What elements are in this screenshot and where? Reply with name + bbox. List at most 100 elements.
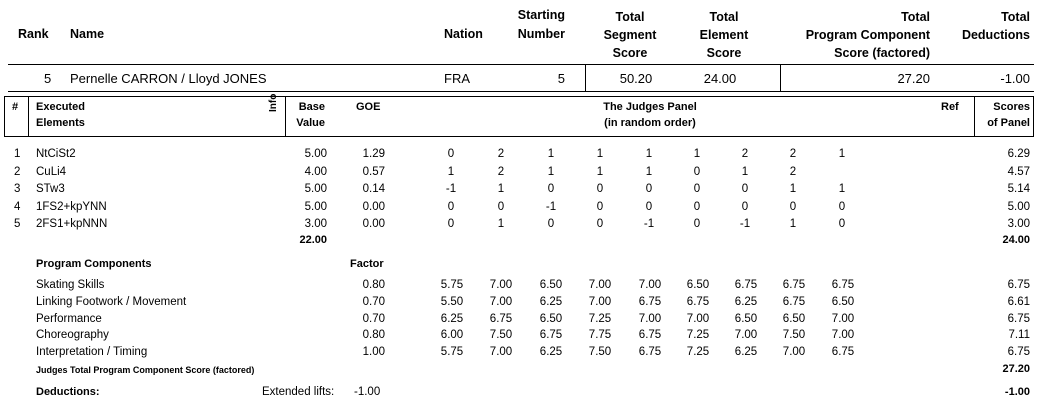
element-goe: 0.14 — [362, 183, 385, 195]
elements-header-info-divider — [285, 96, 286, 137]
deductions-header: Total Deductions — [961, 10, 1030, 42]
elements-header-scores-divider — [974, 96, 975, 137]
component-judge-mark: 6.75 — [782, 295, 806, 308]
judge-mark: 1 — [447, 165, 455, 178]
component-judge-mark: 6.50 — [831, 295, 855, 308]
skater-name: Pernelle CARRON / Lloyd JONES — [70, 71, 267, 86]
judge-mark: -1 — [739, 218, 751, 230]
component-score: 6.75 — [1007, 279, 1030, 291]
elements-total: 24.00 — [1002, 234, 1030, 246]
judge-mark: 1 — [838, 148, 846, 160]
component-judge-mark: 6.25 — [539, 346, 563, 359]
component-factor: 0.70 — [362, 295, 385, 308]
num-header: # — [12, 101, 19, 113]
rank-header: Rank — [18, 27, 49, 41]
factor-header: Factor — [350, 258, 384, 270]
component-judge-mark: 7.00 — [489, 279, 513, 291]
judges-total-value: 27.20 — [1002, 363, 1030, 375]
component-judge-mark: 6.25 — [734, 295, 758, 308]
component-factor: 1.00 — [362, 346, 385, 359]
component-judge-mark: 6.50 — [734, 312, 758, 325]
component-judge-mark: 7.50 — [782, 329, 806, 342]
judge-mark: 0 — [447, 218, 455, 230]
judge-mark: 0 — [645, 183, 653, 195]
element-name: NtCiSt2 — [36, 148, 76, 160]
component-judge-mark: 6.75 — [489, 312, 513, 325]
component-judge-mark: 7.00 — [489, 346, 513, 359]
element-score-header: Total Element Score — [699, 10, 749, 60]
component-judge-mark: 6.75 — [782, 279, 806, 291]
component-name: Performance — [36, 312, 102, 325]
element-num: 2 — [14, 165, 21, 178]
deductions-total: -1.00 — [1004, 386, 1030, 398]
element-base-value: 3.00 — [304, 218, 327, 230]
component-judge-mark: 7.25 — [588, 312, 612, 325]
component-score: 6.75 — [1007, 346, 1030, 359]
judge-mark: 1 — [789, 183, 797, 195]
component-score: 6.75 — [1007, 312, 1030, 325]
judge-mark: 0 — [596, 200, 604, 213]
component-judge-mark: 6.50 — [539, 312, 563, 325]
element-goe: 1.29 — [362, 148, 385, 160]
component-name: Interpretation / Timing — [36, 346, 148, 359]
goe-header: GOE — [356, 101, 381, 113]
judge-mark: 0 — [447, 200, 455, 213]
base-value-total: 22.00 — [299, 234, 327, 246]
component-score: 7.11 — [1008, 329, 1030, 342]
skater-deductions: -1.00 — [1000, 71, 1030, 86]
starting-number-header: Starting Number — [517, 8, 565, 41]
component-factor: 0.80 — [362, 329, 385, 342]
judge-mark: 1 — [645, 165, 653, 178]
element-name: CuLi4 — [36, 165, 67, 178]
component-judge-mark: 6.75 — [638, 346, 662, 359]
component-judge-mark: 7.50 — [588, 346, 612, 359]
info-header: Info — [268, 93, 279, 112]
judge-mark: 0 — [693, 200, 701, 213]
component-judge-mark: 6.25 — [539, 295, 563, 308]
elements-header-num-divider — [28, 96, 29, 137]
component-judge-mark: 7.25 — [686, 329, 710, 342]
judge-mark: 1 — [596, 148, 604, 160]
element-num: 1 — [14, 148, 21, 160]
component-judge-mark: 7.00 — [734, 329, 758, 342]
element-base-value: 5.00 — [304, 148, 327, 160]
judge-mark: 1 — [547, 148, 555, 160]
judge-mark: 0 — [547, 183, 555, 195]
judge-mark: 0 — [789, 200, 797, 213]
program-components-header: Program Components — [36, 258, 152, 270]
elements-header-top-rule — [4, 96, 1034, 97]
element-score: 5.00 — [1007, 200, 1030, 213]
component-judge-mark: 7.00 — [831, 312, 855, 325]
element-goe: 0.00 — [362, 200, 385, 213]
summary-divider-right — [780, 64, 781, 92]
component-judge-mark: 6.75 — [734, 279, 758, 291]
component-judge-mark: 6.25 — [734, 346, 758, 359]
judge-mark: 1 — [741, 165, 749, 178]
component-name: Choreography — [36, 329, 109, 342]
judge-mark: 1 — [596, 165, 604, 178]
component-judge-mark: 6.75 — [539, 329, 563, 342]
component-judge-mark: 6.75 — [831, 346, 855, 359]
judge-mark: 0 — [741, 200, 749, 213]
component-judge-mark: 7.75 — [588, 329, 612, 342]
summary-top-rule — [8, 64, 1034, 65]
deduction-value: -1.00 — [354, 386, 381, 398]
component-judge-mark: 7.00 — [831, 329, 855, 342]
judge-mark: 1 — [497, 183, 505, 195]
component-judge-mark: 6.75 — [831, 279, 855, 291]
judge-mark: 2 — [497, 165, 505, 178]
component-judge-mark: 6.00 — [440, 329, 464, 342]
element-score: 6.29 — [1007, 148, 1030, 160]
nation-header: Nation — [444, 27, 483, 41]
component-judge-mark: 7.00 — [686, 312, 710, 325]
judge-mark: -1 — [445, 183, 457, 195]
component-judge-mark: 6.50 — [782, 312, 806, 325]
skater-starting-number: 5 — [557, 71, 565, 86]
element-base-value: 5.00 — [304, 200, 327, 213]
component-judge-mark: 7.00 — [638, 279, 662, 291]
element-name: STw3 — [36, 183, 65, 195]
component-judge-mark: 7.00 — [782, 346, 806, 359]
element-score: 3.00 — [1007, 218, 1030, 230]
element-goe: 0.00 — [362, 218, 385, 230]
component-judge-mark: 7.00 — [489, 295, 513, 308]
